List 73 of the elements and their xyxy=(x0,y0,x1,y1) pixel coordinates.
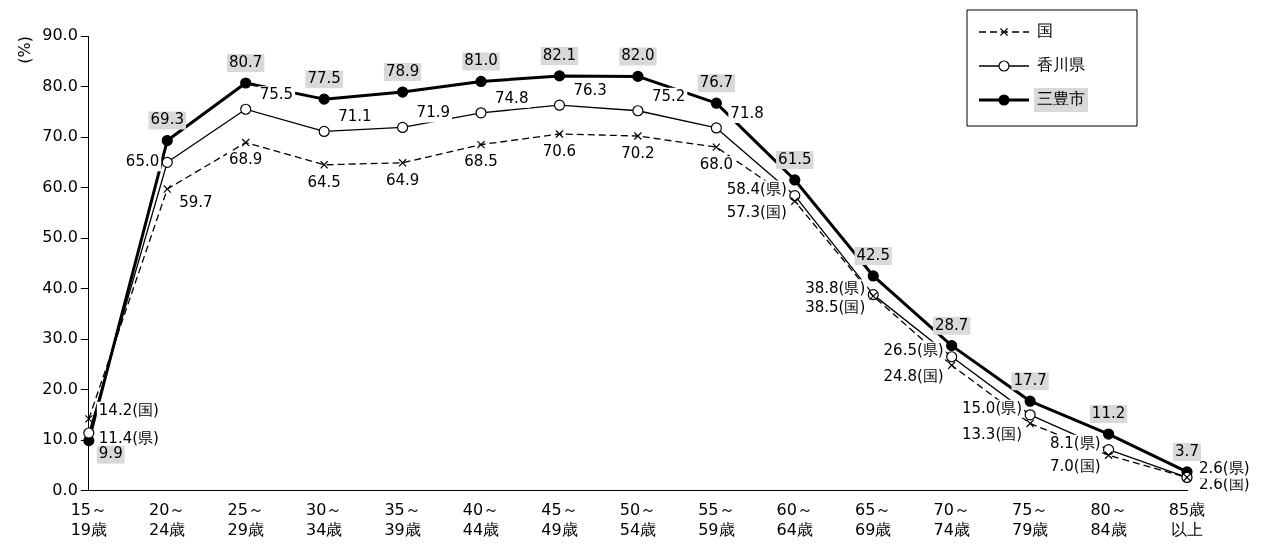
x-tick-label: 40～44歳 xyxy=(462,500,500,539)
data-label: 81.0 xyxy=(464,51,498,70)
data-label: 13.3(国) xyxy=(962,425,1023,444)
x-tick-label: 80～84歳 xyxy=(1090,500,1127,539)
data-label: 8.1(県) xyxy=(1050,433,1101,452)
y-tick-label: 20.0 xyxy=(42,378,78,398)
data-label: 80.7 xyxy=(229,52,263,71)
x-tick-label: 20～24歳 xyxy=(149,500,186,539)
data-label: 70.2 xyxy=(621,143,655,162)
y-tick-label: 50.0 xyxy=(42,227,78,247)
y-tick-label: 70.0 xyxy=(42,126,78,146)
x-tick-label: 60～64歳 xyxy=(776,500,813,539)
y-tick-label: 30.0 xyxy=(42,328,78,348)
y-tick-label: 40.0 xyxy=(42,277,78,297)
data-label: 77.5 xyxy=(307,69,341,88)
data-label: 68.9 xyxy=(229,150,263,169)
x-tick-label: 15～19歳 xyxy=(70,500,107,539)
x-tick-label: 45～49歳 xyxy=(541,500,578,539)
x-tick-label: 25～29歳 xyxy=(227,500,264,539)
data-label: 15.0(県) xyxy=(962,398,1023,417)
data-label: 11.4(県) xyxy=(98,428,159,447)
x-tick-label: 65～69歳 xyxy=(855,500,892,539)
data-label: 17.7 xyxy=(1013,371,1047,390)
data-label: 64.9 xyxy=(385,170,420,189)
data-label: 3.7 xyxy=(1175,441,1199,460)
data-label: 26.5(県) xyxy=(883,340,944,359)
y-tick-label: 10.0 xyxy=(42,429,78,449)
y-tick-label: 90.0 xyxy=(42,25,78,45)
x-tick-label: 75～79歳 xyxy=(1011,500,1049,539)
data-label: 24.8(国) xyxy=(883,367,944,386)
data-label: 70.6 xyxy=(542,141,577,160)
data-label: 68.0 xyxy=(699,155,734,174)
data-label: 82.0 xyxy=(621,46,655,65)
data-label: 64.5 xyxy=(307,172,341,191)
legend-label: 国 xyxy=(1037,21,1053,41)
x-tick-label: 55～59歳 xyxy=(698,500,735,539)
data-label: 57.3(国) xyxy=(726,203,787,222)
data-label: 75.5 xyxy=(259,85,294,104)
y-tick-label: 60.0 xyxy=(42,176,78,196)
data-label: 38.8(県) xyxy=(805,278,866,297)
y-tick-label: 0.0 xyxy=(52,479,78,499)
data-label: 38.5(国) xyxy=(805,298,866,317)
y-axis-title: (%) xyxy=(14,36,34,64)
data-label: 69.3 xyxy=(150,110,184,129)
x-tick-label: 30～34歳 xyxy=(305,500,343,539)
legend-label: 香川県 xyxy=(1037,55,1085,75)
x-tick-label: 85歳以上 xyxy=(1168,500,1206,539)
data-label: 78.9 xyxy=(385,61,420,80)
data-label: 75.2 xyxy=(651,86,686,105)
data-label: 71.9 xyxy=(416,103,450,122)
data-label: 61.5 xyxy=(778,149,812,168)
data-label: 2.6(県) xyxy=(1199,459,1250,478)
data-label: 14.2(国) xyxy=(98,400,159,419)
legend-label: 三豊市 xyxy=(1037,89,1085,109)
data-label: 74.8 xyxy=(495,88,529,107)
y-tick-label: 80.0 xyxy=(42,75,78,95)
x-tick-label: 70～74歳 xyxy=(933,500,970,539)
data-label: 58.4(県) xyxy=(726,179,787,198)
data-label: 7.0(国) xyxy=(1050,457,1101,476)
data-label: 65.0 xyxy=(125,152,160,171)
data-label: 76.3 xyxy=(573,81,607,100)
data-label: 9.9 xyxy=(98,444,123,463)
data-label: 82.1 xyxy=(542,45,577,64)
x-tick-label: 35～39歳 xyxy=(384,500,421,539)
data-label: 68.5 xyxy=(464,152,498,171)
data-label: 71.8 xyxy=(730,103,764,122)
data-label: 71.1 xyxy=(338,107,372,126)
x-tick-label: 50～54歳 xyxy=(619,500,657,539)
data-label: 59.7 xyxy=(179,192,213,211)
data-label: 76.7 xyxy=(699,73,734,92)
data-label: 42.5 xyxy=(856,245,890,264)
data-label: 28.7 xyxy=(934,315,969,334)
data-label: 11.2 xyxy=(1091,403,1126,422)
